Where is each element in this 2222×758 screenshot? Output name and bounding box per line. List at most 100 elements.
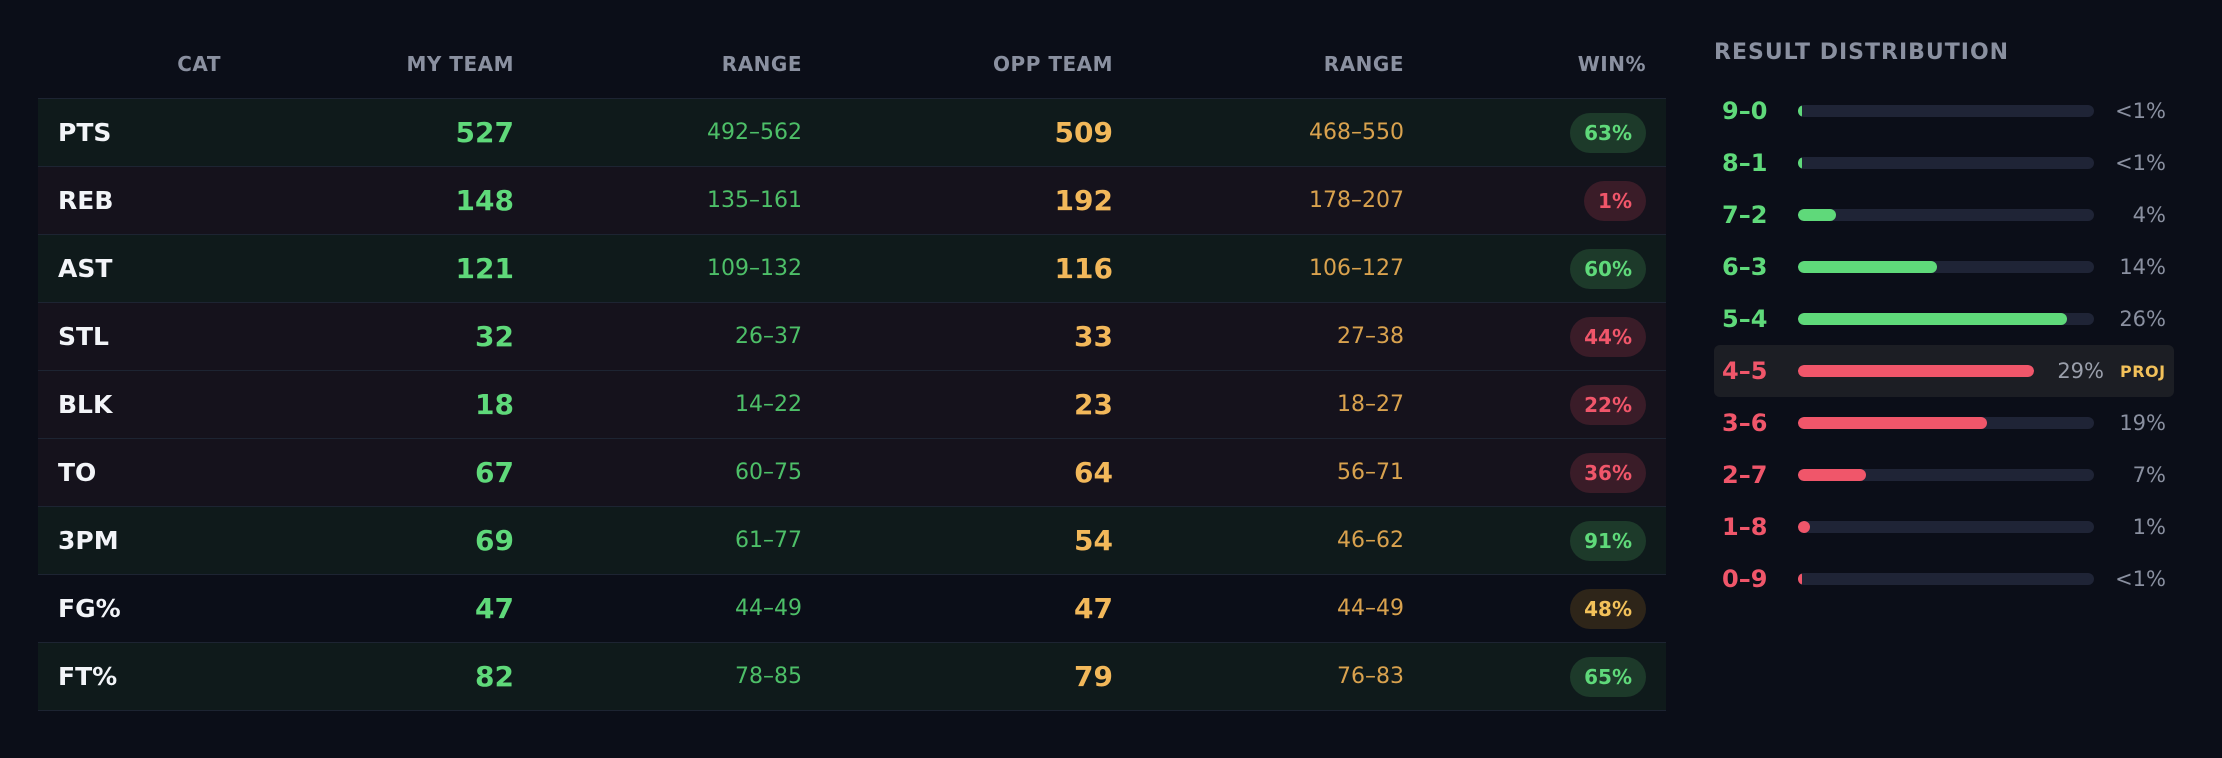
my-team-value: 121	[455, 252, 514, 285]
probability-bar-fill	[1798, 157, 1803, 169]
result-label: 6–3	[1722, 253, 1768, 281]
my-team-range: 109–132	[707, 256, 802, 281]
category-label: BLK	[58, 390, 113, 419]
win-pct-badge: 44%	[1570, 316, 1646, 357]
table-row[interactable]: 3PM 69 61–77 54 46–62 91%	[38, 507, 1666, 575]
win-pct-cell: 22%	[1404, 384, 1646, 425]
header-opp-range[interactable]: RANGE	[1323, 52, 1404, 76]
win-pct-badge: 65%	[1570, 656, 1646, 697]
probability-bar-fill	[1798, 469, 1867, 481]
distribution-row: 1–8 1%	[1714, 501, 2174, 553]
table-row[interactable]: PTS 527 492–562 509 468–550 63%	[38, 99, 1666, 167]
category-label: STL	[58, 322, 109, 351]
category-label: FG%	[58, 594, 121, 623]
probability-value: 19%	[2119, 411, 2166, 435]
result-label: 5–4	[1722, 305, 1768, 333]
my-team-value: 527	[455, 116, 514, 149]
distribution-row: 5–4 26%	[1714, 293, 2174, 345]
opp-team-range: 468–550	[1309, 120, 1404, 145]
table-row[interactable]: AST 121 109–132 116 106–127 60%	[38, 235, 1666, 303]
header-my-team[interactable]: MY TEAM	[406, 52, 514, 76]
probability-bar-track	[1798, 365, 2034, 377]
result-label: 8–1	[1722, 149, 1768, 177]
category-label: FT%	[58, 662, 118, 691]
distribution-row: 0–9 <1%	[1714, 553, 2174, 605]
probability-bar-track	[1798, 573, 2094, 585]
my-team-range: 14–22	[735, 392, 802, 417]
table-row[interactable]: FT% 82 78–85 79 76–83 65%	[38, 643, 1666, 711]
probability-value: 7%	[2132, 463, 2166, 487]
header-win-pct[interactable]: WIN%	[1577, 52, 1646, 76]
table-row[interactable]: STL 32 26–37 33 27–38 44%	[38, 303, 1666, 371]
result-label: 3–6	[1722, 409, 1768, 437]
my-team-value: 47	[475, 592, 514, 625]
result-label: 9–0	[1722, 97, 1768, 125]
result-label: 1–8	[1722, 513, 1768, 541]
opp-team-range: 46–62	[1337, 528, 1404, 553]
header-cat[interactable]: CAT	[177, 52, 221, 76]
opp-team-value: 79	[1074, 660, 1113, 693]
my-team-range: 492–562	[707, 120, 802, 145]
distribution-row: 7–2 4%	[1714, 189, 2174, 241]
category-label: PTS	[58, 118, 112, 147]
probability-bar-track	[1798, 417, 2094, 429]
my-team-range: 61–77	[735, 528, 802, 553]
win-pct-cell: 60%	[1404, 248, 1646, 289]
my-team-range: 44–49	[735, 596, 802, 621]
my-team-range: 78–85	[735, 664, 802, 689]
distribution-list: 9–0 <1% 8–1 <1% 7–2 4% 6–3 14% 5–4 26% 4–5 29% PROJ 3…	[1714, 85, 2174, 605]
distribution-row: 3–6 19%	[1714, 397, 2174, 449]
table-row[interactable]: REB 148 135–161 192 178–207 1%	[38, 167, 1666, 235]
distribution-title: RESULT DISTRIBUTION	[1714, 40, 2010, 65]
probability-bar-fill	[1798, 105, 1803, 117]
projected-tag: PROJ	[2120, 361, 2166, 381]
table-row[interactable]: FG% 47 44–49 47 44–49 48%	[38, 575, 1666, 643]
result-label: 2–7	[1722, 461, 1768, 489]
distribution-row-projected: 4–5 29% PROJ	[1714, 345, 2174, 397]
probability-bar-fill	[1798, 573, 1803, 585]
opp-team-value: 509	[1054, 116, 1113, 149]
opp-team-range: 44–49	[1337, 596, 1404, 621]
win-pct-badge: 1%	[1584, 180, 1646, 221]
opp-team-value: 23	[1074, 388, 1113, 421]
win-pct-cell: 44%	[1404, 316, 1646, 357]
category-label: REB	[58, 186, 114, 215]
table-row[interactable]: TO 67 60–75 64 56–71 36%	[38, 439, 1666, 507]
win-pct-cell: 36%	[1404, 452, 1646, 493]
opp-team-range: 76–83	[1337, 664, 1404, 689]
header-my-range[interactable]: RANGE	[721, 52, 802, 76]
category-label: 3PM	[58, 526, 119, 555]
opp-team-range: 56–71	[1337, 460, 1404, 485]
my-team-range: 135–161	[707, 188, 802, 213]
table-row[interactable]: BLK 18 14–22 23 18–27 22%	[38, 371, 1666, 439]
probability-bar-track	[1798, 261, 2094, 273]
opp-team-range: 106–127	[1309, 256, 1404, 281]
opp-team-value: 64	[1074, 456, 1113, 489]
probability-value: <1%	[2115, 567, 2166, 591]
probability-bar-fill	[1798, 417, 1988, 429]
my-team-value: 69	[475, 524, 514, 557]
my-team-range: 60–75	[735, 460, 802, 485]
table-header: CAT MY TEAM RANGE OPP TEAM RANGE WIN%	[38, 30, 1666, 99]
probability-bar-track	[1798, 157, 2094, 169]
table-body: PTS 527 492–562 509 468–550 63% REB 148 135–161 1…	[38, 99, 1666, 711]
result-label: 7–2	[1722, 201, 1768, 229]
distribution-row: 8–1 <1%	[1714, 137, 2174, 189]
opp-team-value: 54	[1074, 524, 1113, 557]
my-team-range: 26–37	[735, 324, 802, 349]
probability-bar-track	[1798, 105, 2094, 117]
win-pct-badge: 22%	[1570, 384, 1646, 425]
win-pct-cell: 91%	[1404, 520, 1646, 561]
category-table: CAT MY TEAM RANGE OPP TEAM RANGE WIN% PT…	[38, 30, 1666, 711]
probability-bar-track	[1798, 521, 2094, 533]
distribution-row: 6–3 14%	[1714, 241, 2174, 293]
probability-bar-track	[1798, 209, 2094, 221]
win-pct-badge: 63%	[1570, 112, 1646, 153]
distribution-row: 9–0 <1%	[1714, 85, 2174, 137]
win-pct-badge: 36%	[1570, 452, 1646, 493]
probability-bar-track	[1798, 469, 2094, 481]
probability-bar-fill	[1798, 521, 1810, 533]
header-opp-team[interactable]: OPP TEAM	[993, 52, 1113, 76]
opp-team-value: 47	[1074, 592, 1113, 625]
